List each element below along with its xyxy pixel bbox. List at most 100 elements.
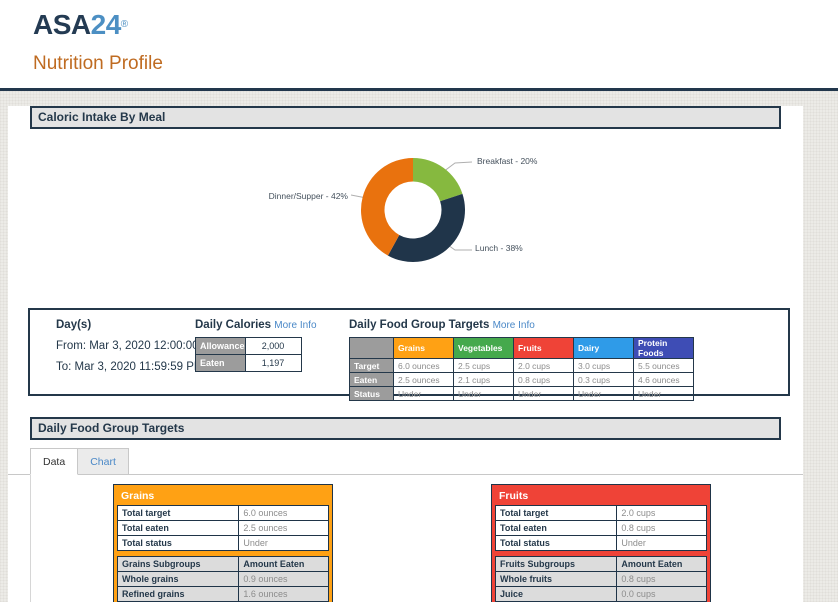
- daily-food-group-targets-section-header: Daily Food Group Targets: [30, 417, 781, 440]
- food-group-targets-table: Grains Vegetables Fruits Dairy Protein F…: [349, 337, 694, 401]
- grains-subgroups-table: Grains Subgroups Amount Eaten Whole grai…: [116, 556, 329, 602]
- dinner-slice-label: Dinner/Supper - 42%: [268, 191, 348, 201]
- table-row: Total eaten 2.5 ounces: [116, 520, 329, 536]
- breakfast-slice-label: Breakfast - 20%: [477, 156, 538, 166]
- logo-text-24: 24: [90, 9, 122, 40]
- fruits-total-target-value: 2.0 cups: [616, 505, 707, 521]
- donut-slice-dinner-supper[interactable]: [361, 158, 413, 256]
- status-grains[interactable]: Under: [393, 386, 454, 401]
- donut-slice-breakfast[interactable]: [413, 158, 463, 202]
- grains-subgroups-header: Grains Subgroups: [116, 556, 240, 572]
- table-row: Total status Under: [116, 535, 329, 551]
- daily-calories-column: Daily Calories More Info Allowance 2,000…: [195, 319, 317, 372]
- juice-label: Juice: [494, 586, 618, 602]
- dairy-column-header: Dairy: [573, 337, 634, 359]
- donut-slice-lunch[interactable]: [387, 193, 465, 262]
- grains-total-status-label: Total status: [116, 535, 240, 551]
- logo-text-asa: ASA: [33, 9, 91, 40]
- date-from: From: Mar 3, 2020 12:00:00 AM: [56, 340, 219, 352]
- eaten-label: Eaten: [195, 354, 246, 372]
- daily-calories-more-info-link[interactable]: More Info: [274, 320, 317, 331]
- table-row: Refined grains 1.6 ounces: [116, 586, 329, 602]
- daily-calories-table: Allowance 2,000 Eaten 1,197: [195, 337, 302, 372]
- status-protein[interactable]: Under: [633, 386, 694, 401]
- fruits-total-target-label: Total target: [494, 505, 618, 521]
- grains-table: Grains Total target 6.0 ounces Total eat…: [113, 484, 333, 602]
- fruits-column-header: Fruits: [513, 337, 574, 359]
- refined-grains-label: Refined grains: [116, 586, 240, 602]
- juice-value: 0.0 cups: [616, 586, 707, 602]
- grains-total-eaten-value: 2.5 ounces: [238, 520, 329, 536]
- whole-fruits-label: Whole fruits: [494, 571, 618, 587]
- status-row: Status Under Under Under Under Under: [349, 386, 694, 401]
- app-header: ASA24® Nutrition Profile: [0, 0, 838, 91]
- target-grains: 6.0 ounces: [393, 358, 454, 373]
- days-column: Day(s) From: Mar 3, 2020 12:00:00 AM To:…: [56, 319, 218, 373]
- status-fruits[interactable]: Under: [513, 386, 574, 401]
- target-vegetables: 2.5 cups: [453, 358, 514, 373]
- fruits-total-status-label: Total status: [494, 535, 618, 551]
- amount-eaten-header: Amount Eaten: [616, 556, 707, 572]
- daily-calories-title: Daily Calories More Info: [195, 319, 317, 331]
- fruits-subgroups-table: Fruits Subgroups Amount Eaten Whole frui…: [494, 556, 707, 602]
- table-row: Eaten 1,197: [195, 354, 302, 372]
- amount-eaten-header: Amount Eaten: [238, 556, 329, 572]
- page-title: Nutrition Profile: [33, 53, 163, 74]
- donut-chart-svg: [350, 158, 473, 262]
- food-group-targets-column: Daily Food Group Targets More Info Grain…: [349, 319, 694, 401]
- table-row: Whole grains 0.9 ounces: [116, 571, 329, 587]
- table-row: Total eaten 0.8 cups: [494, 520, 707, 536]
- status-vegetables[interactable]: Under: [453, 386, 514, 401]
- food-group-targets-title: Daily Food Group Targets More Info: [349, 319, 694, 331]
- table-header-row: Grains Subgroups Amount Eaten: [116, 556, 329, 572]
- table-row: Total target 6.0 ounces: [116, 505, 329, 521]
- daily-calories-title-text: Daily Calories: [195, 319, 272, 331]
- table-row: Total status Under: [494, 535, 707, 551]
- tab-strip: Data Chart: [30, 448, 803, 475]
- table-row: Juice 0.0 cups: [494, 586, 707, 602]
- table-header-row: Fruits Subgroups Amount Eaten: [494, 556, 707, 572]
- grains-total-target-label: Total target: [116, 505, 240, 521]
- target-dairy: 3.0 cups: [573, 358, 634, 373]
- eaten-vegetables: 2.1 cups: [453, 372, 514, 387]
- allowance-value: 2,000: [244, 337, 302, 355]
- eaten-row: Eaten 2.5 ounces 2.1 cups 0.8 cups 0.3 c…: [349, 372, 694, 387]
- refined-grains-value: 1.6 ounces: [238, 586, 329, 602]
- status-dairy[interactable]: Under: [573, 386, 634, 401]
- fruits-total-status-value[interactable]: Under: [616, 535, 707, 551]
- tab-chart[interactable]: Chart: [78, 448, 129, 475]
- table-row: Total target 2.0 cups: [494, 505, 707, 521]
- grains-total-eaten-label: Total eaten: [116, 520, 240, 536]
- grains-total-target-value: 6.0 ounces: [238, 505, 329, 521]
- whole-grains-value: 0.9 ounces: [238, 571, 329, 587]
- target-fruits: 2.0 cups: [513, 358, 574, 373]
- eaten-value: 1,197: [244, 354, 302, 372]
- content-panel: Caloric Intake By Meal Breakfast - 20% L…: [8, 106, 803, 602]
- table-header-row: Grains Vegetables Fruits Dairy Protein F…: [349, 337, 694, 359]
- food-group-targets-more-info-link[interactable]: More Info: [492, 320, 535, 331]
- eaten-fruits: 0.8 cups: [513, 372, 574, 387]
- allowance-label: Allowance: [195, 337, 246, 355]
- caloric-intake-chart: Breakfast - 20% Lunch - 38% Dinner/Suppe…: [8, 129, 803, 301]
- caloric-intake-section-header: Caloric Intake By Meal: [30, 106, 781, 129]
- days-title: Day(s): [56, 319, 92, 331]
- fruits-subgroups-header: Fruits Subgroups: [494, 556, 618, 572]
- lunch-slice-label: Lunch - 38%: [475, 243, 523, 253]
- table-row: Allowance 2,000: [195, 337, 302, 355]
- whole-grains-label: Whole grains: [116, 571, 240, 587]
- target-protein: 5.5 ounces: [633, 358, 694, 373]
- eaten-dairy: 0.3 cups: [573, 372, 634, 387]
- grains-column-header: Grains: [393, 337, 454, 359]
- eaten-protein: 4.6 ounces: [633, 372, 694, 387]
- tab-data[interactable]: Data: [30, 448, 79, 475]
- grains-table-title: Grains: [121, 490, 155, 502]
- fruits-table-title: Fruits: [499, 490, 529, 502]
- fruits-totals-table: Total target 2.0 cups Total eaten 0.8 cu…: [494, 505, 707, 551]
- asa24-logo: ASA24®: [33, 10, 838, 40]
- corner-cell: [349, 337, 394, 359]
- vegetables-column-header: Vegetables: [453, 337, 514, 359]
- fruits-total-eaten-label: Total eaten: [494, 520, 618, 536]
- table-row: Whole fruits 0.8 cups: [494, 571, 707, 587]
- grains-total-status-value[interactable]: Under: [238, 535, 329, 551]
- food-group-targets-title-text: Daily Food Group Targets: [349, 319, 490, 331]
